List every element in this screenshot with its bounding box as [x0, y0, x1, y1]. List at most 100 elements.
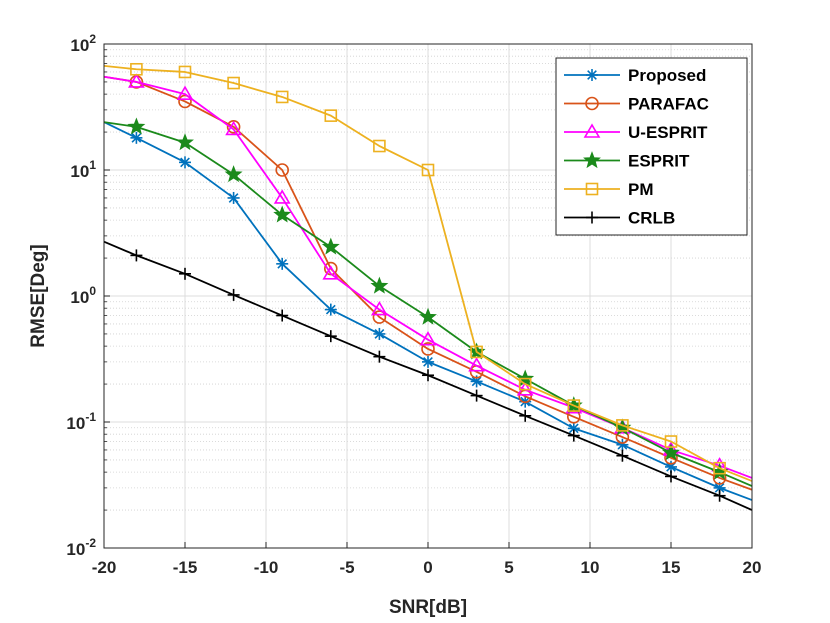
- marker-shape: [321, 237, 340, 255]
- data-point-pm: [518, 377, 532, 391]
- data-point-u-esprit: [322, 265, 340, 280]
- marker-shape: [664, 435, 678, 448]
- marker-shape: [468, 357, 485, 372]
- legend: Proposed PARAFAC U-ESPRIT ESPRIT PM CRLB: [555, 57, 748, 236]
- x-tick-label: -15: [173, 558, 198, 577]
- data-point-proposed: [179, 156, 191, 169]
- x-tick-label: 15: [662, 558, 681, 577]
- x-tick-label: 10: [581, 558, 600, 577]
- data-point-esprit: [176, 133, 194, 151]
- legend-marker: [585, 182, 599, 196]
- marker-shape: [568, 423, 579, 434]
- series-pm: [103, 62, 753, 482]
- marker-shape: [373, 139, 386, 153]
- data-point-parafac: [178, 94, 192, 109]
- marker-shape: [178, 65, 192, 79]
- data-point-proposed: [665, 460, 677, 473]
- data-point-esprit: [321, 237, 340, 255]
- y-tick-label: 102: [70, 32, 96, 55]
- legend-label: PM: [628, 180, 654, 199]
- data-point-pm: [713, 461, 726, 475]
- legend-marker: [585, 96, 599, 111]
- marker-shape: [471, 376, 482, 387]
- marker-shape: [374, 329, 385, 339]
- series-line-parafac: [103, 75, 753, 491]
- marker-shape: [585, 96, 599, 111]
- data-point-pm: [178, 65, 192, 79]
- legend-item-crlb: CRLB: [564, 209, 675, 228]
- data-point-pm: [567, 399, 581, 412]
- marker-shape: [176, 133, 194, 151]
- x-axis-label: SNR[dB]: [389, 597, 467, 618]
- marker-shape: [419, 307, 437, 325]
- legend-item-parafac: PARAFAC: [564, 95, 709, 114]
- marker-shape: [666, 462, 676, 472]
- data-point-pm: [275, 90, 289, 104]
- data-point-pm: [616, 419, 629, 432]
- data-point-esprit: [419, 307, 437, 325]
- y-tick-label: 10-2: [66, 536, 96, 559]
- data-point-parafac: [275, 163, 290, 177]
- data-point-proposed: [324, 303, 337, 316]
- legend-label: ESPRIT: [628, 152, 690, 171]
- legend-item-pm: PM: [564, 180, 654, 199]
- marker-shape: [277, 258, 288, 269]
- data-point-crlb: [276, 309, 289, 322]
- marker-shape: [585, 182, 599, 196]
- data-point-pm: [324, 109, 338, 122]
- series-crlb: [103, 240, 753, 511]
- data-point-pm: [130, 62, 143, 76]
- series-line-pm: [103, 65, 753, 482]
- marker-shape: [370, 276, 389, 294]
- marker-shape: [713, 461, 726, 475]
- data-point-u-esprit: [371, 301, 388, 316]
- data-point-crlb: [130, 249, 143, 262]
- data-point-u-esprit: [419, 331, 437, 346]
- marker-shape: [322, 265, 340, 280]
- marker-shape: [178, 94, 192, 109]
- series-group: [103, 62, 753, 511]
- marker-shape: [228, 193, 239, 203]
- data-point-crlb: [519, 409, 532, 422]
- data-point-proposed: [422, 355, 434, 368]
- legend-marker: [583, 151, 601, 169]
- data-point-u-esprit: [273, 189, 291, 204]
- data-point-proposed: [373, 327, 386, 340]
- series-line-u-esprit: [103, 75, 753, 479]
- data-point-u-esprit: [225, 120, 242, 136]
- data-point-esprit: [127, 117, 146, 135]
- x-tick-label: 0: [423, 558, 432, 577]
- legend-marker: [586, 211, 598, 224]
- data-point-u-esprit: [128, 73, 145, 88]
- data-point-crlb: [227, 288, 240, 301]
- legend-box: [555, 57, 748, 236]
- legend-marker: [583, 123, 601, 138]
- marker-shape: [128, 73, 145, 88]
- legend-item-esprit: ESPRIT: [564, 151, 690, 171]
- data-point-pm: [470, 345, 483, 359]
- marker-shape: [567, 399, 581, 412]
- y-tick-label: 101: [70, 158, 96, 181]
- x-tick-label: -5: [339, 558, 354, 577]
- legend-label: Proposed: [628, 66, 706, 85]
- legend-label: CRLB: [628, 209, 675, 228]
- legend-item-u-esprit: U-ESPRIT: [564, 123, 708, 142]
- data-point-crlb: [616, 449, 629, 462]
- data-point-u-esprit: [176, 85, 194, 100]
- data-point-crlb: [373, 350, 386, 363]
- marker-shape: [273, 189, 291, 204]
- marker-shape: [423, 356, 433, 367]
- data-point-proposed: [227, 191, 240, 204]
- data-point-crlb: [665, 470, 677, 483]
- data-point-proposed: [276, 257, 289, 270]
- data-point-pm: [421, 163, 435, 177]
- marker-shape: [325, 304, 336, 315]
- marker-shape: [421, 163, 435, 177]
- data-point-parafac: [372, 310, 387, 324]
- data-point-crlb: [324, 330, 337, 343]
- marker-shape: [130, 62, 143, 76]
- x-tick-label: -20: [92, 558, 117, 577]
- marker-shape: [372, 310, 387, 324]
- data-point-pm: [373, 139, 386, 153]
- data-point-crlb: [470, 389, 483, 402]
